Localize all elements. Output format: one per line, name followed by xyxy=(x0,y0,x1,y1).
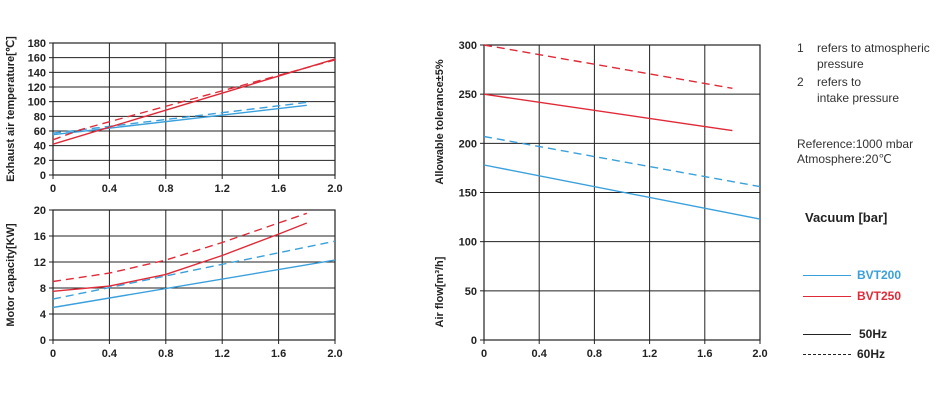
x-tick-label: 1.2 xyxy=(642,348,657,360)
x-tick-label: 1.6 xyxy=(271,348,286,360)
x-tick-label: 0 xyxy=(50,348,56,360)
plot-frame xyxy=(52,42,336,176)
y-tick-label: 140 xyxy=(28,67,46,79)
y-tick-label: 200 xyxy=(459,138,477,150)
note-1-text: refers to atmospheric xyxy=(817,41,930,55)
x-tick-label: 0.4 xyxy=(102,183,118,195)
x-tick-label: 0 xyxy=(481,348,487,360)
x-tick-label: 2.0 xyxy=(327,183,342,195)
y-axis-label-airflow: Air flow[m³/h] xyxy=(434,256,446,327)
plot-frame xyxy=(483,44,761,341)
legend-50hz-label: 50Hz xyxy=(859,327,888,341)
y-tick-label: 12 xyxy=(34,257,46,269)
x-tick-label: 2.0 xyxy=(327,348,342,360)
y-tick-label: 8 xyxy=(40,283,46,295)
x-tick-label: 1.2 xyxy=(215,183,230,195)
y-tick-label: 100 xyxy=(459,237,477,249)
y-tick-label: 4 xyxy=(40,309,47,321)
series-line-bvt250-solid xyxy=(52,58,336,145)
y-tick-label: 250 xyxy=(459,89,477,101)
y-tick-label: 150 xyxy=(459,188,477,200)
note-2-number: 2 xyxy=(797,75,804,89)
x-tick-label: 2.0 xyxy=(752,348,767,360)
x-tick-label: 0.4 xyxy=(532,348,548,360)
series-line-bvt200-solid xyxy=(52,259,336,309)
x-tick-label: 0 xyxy=(50,183,56,195)
series-line-bvt250-dashed xyxy=(483,44,733,89)
note-1-number: 1 xyxy=(797,41,804,55)
y-tick-label: 180 xyxy=(28,38,46,50)
series-line-bvt200-solid xyxy=(52,104,307,136)
series-line-bvt250-solid xyxy=(52,222,308,292)
series-line-bvt200-dashed xyxy=(483,135,761,188)
y-tick-label: 100 xyxy=(28,97,46,109)
y-tick-label: 300 xyxy=(459,40,477,52)
legend-60hz-line xyxy=(803,354,851,355)
series-line-bvt250-solid xyxy=(483,93,733,132)
y-tick-label: 160 xyxy=(28,53,46,65)
note-2: 2 refers to xyxy=(797,75,861,90)
legend-50hz-line xyxy=(803,334,851,335)
note-1-line2: pressure xyxy=(817,57,864,71)
legend-bvt250-line xyxy=(803,296,851,297)
y-tick-label: 16 xyxy=(34,231,46,243)
x-tick-label: 1.2 xyxy=(215,348,230,360)
x-tick-label: 1.6 xyxy=(697,348,712,360)
legend-title: Vacuum [bar] xyxy=(805,210,888,225)
x-tick-label: 0.8 xyxy=(587,348,602,360)
y-axis-label-tolerance: Allowable tolerance±5% xyxy=(434,59,446,184)
y-tick-label: 50 xyxy=(465,286,477,298)
plot-frame xyxy=(52,209,336,341)
y-tick-label: 20 xyxy=(34,205,46,217)
series-line-bvt200-solid xyxy=(483,164,761,220)
x-tick-label: 0.8 xyxy=(158,348,173,360)
atmosphere-note: Atmosphere:20℃ xyxy=(797,152,892,166)
y-tick-label: 40 xyxy=(34,141,46,153)
y-tick-label: 0 xyxy=(471,335,477,347)
series-line-bvt250-dashed xyxy=(52,212,308,283)
y-tick-label: 0 xyxy=(40,335,46,347)
note-2-line2: intake pressure xyxy=(817,91,900,105)
y-tick-label: 120 xyxy=(28,82,46,94)
y-axis-label: Motor capacity[KW] xyxy=(5,223,17,327)
x-tick-label: 1.6 xyxy=(271,183,286,195)
note-1: 1 refers to atmospheric xyxy=(797,41,930,56)
y-tick-label: 0 xyxy=(40,170,46,182)
legend-bvt200-label: BVT200 xyxy=(857,268,902,282)
y-tick-label: 80 xyxy=(34,111,46,123)
legend-60hz-label: 60Hz xyxy=(857,347,886,361)
note-2-text: refers to xyxy=(817,75,862,89)
y-tick-label: 60 xyxy=(34,126,46,138)
reference-note: Reference:1000 mbar xyxy=(797,137,914,151)
series-line-bvt200-dashed xyxy=(52,101,307,134)
series-line-bvt250-dashed xyxy=(52,59,336,141)
y-tick-label: 20 xyxy=(34,155,46,167)
legend-bvt250-label: BVT250 xyxy=(857,289,902,303)
y-axis-label: Exhaust air temperature[℃] xyxy=(5,36,17,182)
legend-bvt200-line xyxy=(803,275,851,276)
x-tick-label: 0.4 xyxy=(102,348,118,360)
x-tick-label: 0.8 xyxy=(158,183,173,195)
series-line-bvt200-dashed xyxy=(52,240,336,300)
